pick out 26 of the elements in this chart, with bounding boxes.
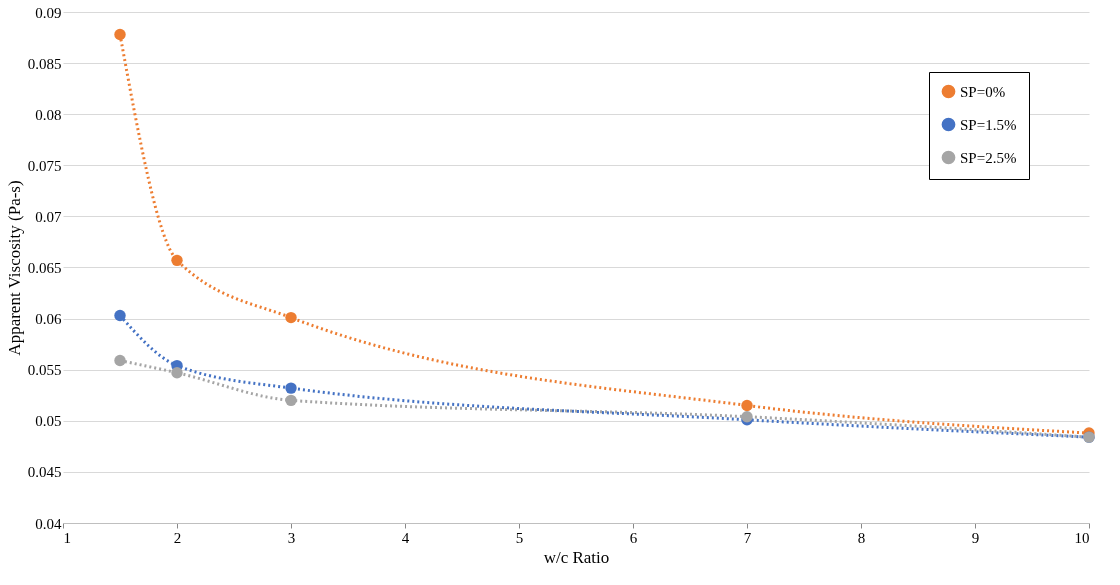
x-tick-label: 5 xyxy=(515,529,524,546)
x-tick-label: 3 xyxy=(287,529,296,546)
x-tick-label: 4 xyxy=(401,529,410,546)
y-tick-label: 0.075 xyxy=(27,157,62,174)
x-tick-label: 7 xyxy=(743,529,752,546)
y-tick-label: 0.06 xyxy=(35,311,62,328)
y-tick-label: 0.055 xyxy=(27,362,62,379)
y-tick-label: 0.045 xyxy=(27,464,62,481)
y-tick-label: 0.065 xyxy=(27,260,62,276)
y-tick-label: 0.04 xyxy=(35,515,62,532)
x-tick-label: 2 xyxy=(173,529,182,546)
x-tick-label: 6 xyxy=(629,529,638,546)
y-tick-label: 0.09 xyxy=(35,4,62,21)
x-tick-label: 1 xyxy=(63,529,71,546)
y-tick-label: 0.08 xyxy=(35,106,62,123)
y-axis-title: Apparent Viscosity (Pa-s) xyxy=(4,180,24,356)
legend-label: SP=1.5% xyxy=(960,116,1017,133)
x-axis-title: w/c Ratio xyxy=(543,547,610,567)
x-tick-label: 8 xyxy=(857,529,866,546)
y-tick-label: 0.085 xyxy=(27,55,62,72)
legend-label: SP=2.5% xyxy=(960,149,1017,166)
x-tick-label: 9 xyxy=(971,529,980,546)
x-tick-label: 10 xyxy=(1074,529,1090,546)
y-tick-label: 0.07 xyxy=(35,208,62,225)
legend-label: SP=0% xyxy=(960,83,1006,100)
y-tick-label: 0.05 xyxy=(35,413,62,430)
